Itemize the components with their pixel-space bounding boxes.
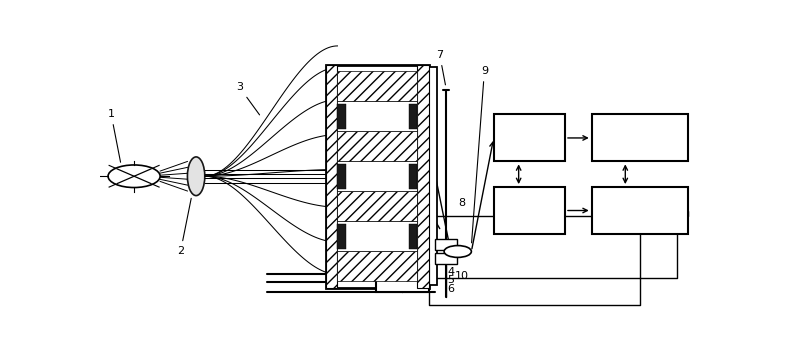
Bar: [338, 102, 418, 131]
Text: 12: 12: [521, 131, 538, 145]
Text: 7: 7: [436, 50, 446, 85]
Bar: [435, 253, 457, 263]
Circle shape: [108, 165, 160, 187]
Bar: [376, 265, 429, 292]
Circle shape: [444, 246, 471, 258]
Bar: [418, 65, 429, 288]
Ellipse shape: [187, 157, 205, 195]
Text: 5: 5: [447, 275, 454, 285]
Bar: [338, 251, 418, 281]
Text: 1: 1: [108, 109, 121, 162]
Bar: [592, 114, 688, 162]
Bar: [435, 239, 457, 250]
Text: 4: 4: [447, 267, 454, 277]
Bar: [338, 104, 346, 129]
Text: 6: 6: [447, 284, 454, 294]
Text: 8: 8: [458, 198, 466, 208]
Bar: [338, 164, 346, 189]
Bar: [494, 114, 565, 162]
Bar: [338, 224, 346, 249]
Bar: [338, 72, 418, 102]
Bar: [338, 221, 418, 251]
Bar: [326, 65, 429, 288]
Text: 2: 2: [177, 198, 191, 256]
Text: 3: 3: [236, 82, 259, 115]
Bar: [338, 191, 418, 221]
Text: 9: 9: [471, 66, 488, 243]
Bar: [410, 164, 418, 189]
Text: 10: 10: [455, 271, 470, 281]
Bar: [326, 65, 338, 288]
Bar: [494, 187, 565, 234]
Bar: [410, 224, 418, 249]
Bar: [429, 67, 437, 285]
Text: 14: 14: [631, 203, 649, 217]
Bar: [410, 104, 418, 129]
Bar: [338, 161, 418, 191]
Bar: [338, 131, 418, 161]
Text: 15: 15: [521, 203, 538, 217]
Bar: [592, 187, 688, 234]
Text: 11: 11: [394, 272, 410, 285]
Text: 13: 13: [631, 131, 649, 145]
